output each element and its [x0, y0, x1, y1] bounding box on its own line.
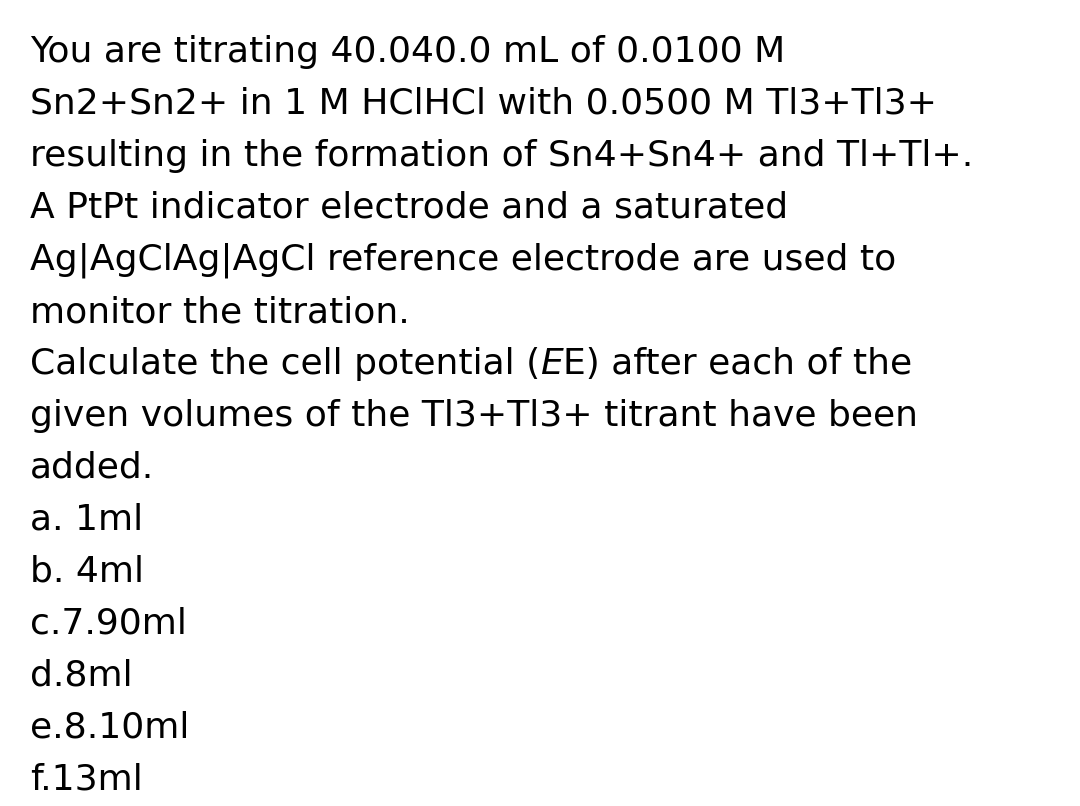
Text: Ag|AgClAg|AgCl reference electrode are used to: Ag|AgClAg|AgCl reference electrode are u… — [30, 243, 896, 279]
Text: E: E — [540, 347, 563, 381]
Text: d.8ml: d.8ml — [30, 659, 133, 693]
Text: added.: added. — [30, 451, 154, 485]
Text: c.7.90ml: c.7.90ml — [30, 607, 187, 641]
Text: a. 1ml: a. 1ml — [30, 503, 144, 537]
Text: given volumes of the Tl3+Tl3+ titrant have been: given volumes of the Tl3+Tl3+ titrant ha… — [30, 399, 918, 433]
Text: f.13ml: f.13ml — [30, 763, 143, 797]
Text: Sn2+Sn2+ in 1 M HClHCl with 0.0500 M Tl3+Tl3+: Sn2+Sn2+ in 1 M HClHCl with 0.0500 M Tl3… — [30, 87, 937, 121]
Text: You are titrating 40.040.0 mL of 0.0100 M: You are titrating 40.040.0 mL of 0.0100 … — [30, 35, 785, 69]
Text: E) after each of the: E) after each of the — [563, 347, 913, 381]
Text: monitor the titration.: monitor the titration. — [30, 295, 409, 329]
Text: resulting in the formation of Sn4+Sn4+ and Tl+Tl+.: resulting in the formation of Sn4+Sn4+ a… — [30, 139, 973, 173]
Text: b. 4ml: b. 4ml — [30, 555, 144, 589]
Text: e.8.10ml: e.8.10ml — [30, 711, 189, 745]
Text: Calculate the cell potential (: Calculate the cell potential ( — [30, 347, 540, 381]
Text: A PtPt indicator electrode and a saturated: A PtPt indicator electrode and a saturat… — [30, 191, 788, 225]
